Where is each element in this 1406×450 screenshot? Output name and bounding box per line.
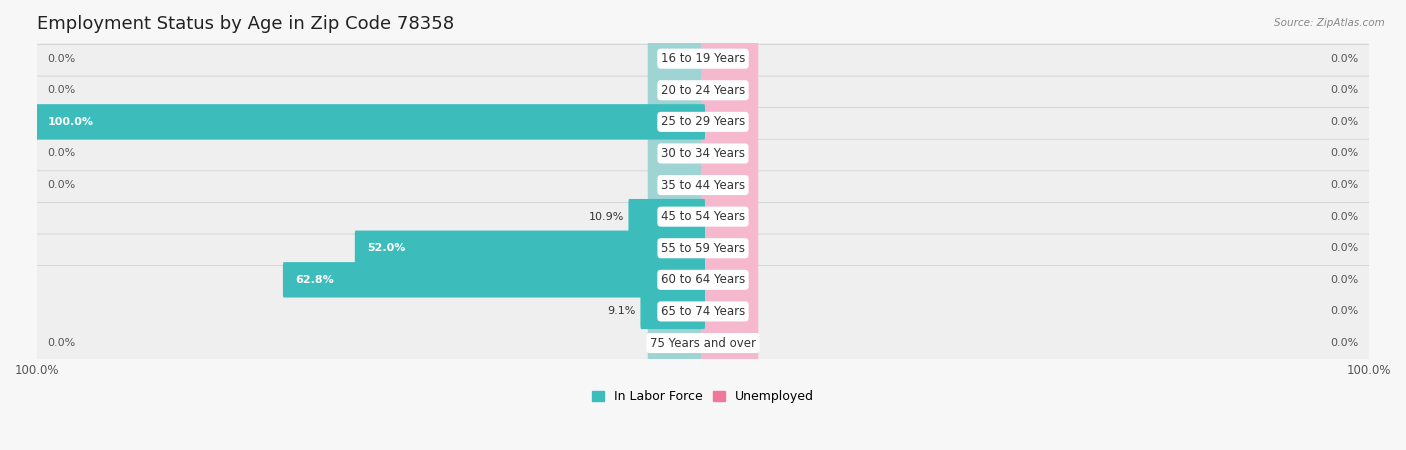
FancyBboxPatch shape — [24, 0, 1382, 136]
FancyBboxPatch shape — [648, 262, 704, 297]
Text: 0.0%: 0.0% — [1330, 180, 1358, 190]
Text: 0.0%: 0.0% — [1330, 54, 1358, 64]
FancyBboxPatch shape — [702, 136, 758, 171]
Text: 0.0%: 0.0% — [1330, 117, 1358, 127]
FancyBboxPatch shape — [702, 294, 758, 329]
Text: 25 to 29 Years: 25 to 29 Years — [661, 115, 745, 128]
Text: 62.8%: 62.8% — [295, 275, 333, 285]
FancyBboxPatch shape — [648, 199, 704, 234]
FancyBboxPatch shape — [648, 294, 704, 329]
Text: 35 to 44 Years: 35 to 44 Years — [661, 179, 745, 192]
FancyBboxPatch shape — [24, 139, 1382, 294]
FancyBboxPatch shape — [628, 199, 704, 234]
FancyBboxPatch shape — [24, 266, 1382, 420]
FancyBboxPatch shape — [702, 72, 758, 108]
Text: Source: ZipAtlas.com: Source: ZipAtlas.com — [1274, 18, 1385, 28]
FancyBboxPatch shape — [648, 167, 704, 203]
Text: 20 to 24 Years: 20 to 24 Years — [661, 84, 745, 97]
FancyBboxPatch shape — [648, 41, 704, 76]
FancyBboxPatch shape — [702, 262, 758, 297]
Text: 0.0%: 0.0% — [48, 338, 76, 348]
Text: 0.0%: 0.0% — [48, 148, 76, 158]
Text: 65 to 74 Years: 65 to 74 Years — [661, 305, 745, 318]
FancyBboxPatch shape — [702, 230, 758, 266]
FancyBboxPatch shape — [648, 72, 704, 108]
Text: 0.0%: 0.0% — [48, 180, 76, 190]
Text: 9.1%: 9.1% — [607, 306, 636, 316]
Text: 55 to 59 Years: 55 to 59 Years — [661, 242, 745, 255]
Text: 0.0%: 0.0% — [1330, 306, 1358, 316]
FancyBboxPatch shape — [648, 104, 704, 140]
Text: 60 to 64 Years: 60 to 64 Years — [661, 273, 745, 286]
Text: 52.0%: 52.0% — [367, 243, 405, 253]
Text: 16 to 19 Years: 16 to 19 Years — [661, 52, 745, 65]
FancyBboxPatch shape — [702, 104, 758, 140]
FancyBboxPatch shape — [24, 45, 1382, 199]
FancyBboxPatch shape — [640, 294, 704, 329]
FancyBboxPatch shape — [24, 202, 1382, 357]
Legend: In Labor Force, Unemployed: In Labor Force, Unemployed — [592, 390, 814, 403]
Text: 30 to 34 Years: 30 to 34 Years — [661, 147, 745, 160]
FancyBboxPatch shape — [24, 13, 1382, 168]
Text: 0.0%: 0.0% — [1330, 86, 1358, 95]
Text: 45 to 54 Years: 45 to 54 Years — [661, 210, 745, 223]
FancyBboxPatch shape — [24, 76, 1382, 231]
FancyBboxPatch shape — [283, 262, 704, 297]
FancyBboxPatch shape — [648, 136, 704, 171]
Text: Employment Status by Age in Zip Code 78358: Employment Status by Age in Zip Code 783… — [37, 15, 454, 33]
Text: 0.0%: 0.0% — [48, 86, 76, 95]
Text: 0.0%: 0.0% — [1330, 338, 1358, 348]
FancyBboxPatch shape — [648, 230, 704, 266]
FancyBboxPatch shape — [35, 104, 704, 140]
Text: 0.0%: 0.0% — [1330, 148, 1358, 158]
Text: 10.9%: 10.9% — [588, 212, 624, 222]
Text: 100.0%: 100.0% — [48, 117, 93, 127]
Text: 0.0%: 0.0% — [1330, 275, 1358, 285]
FancyBboxPatch shape — [648, 325, 704, 361]
Text: 0.0%: 0.0% — [48, 54, 76, 64]
FancyBboxPatch shape — [702, 325, 758, 361]
FancyBboxPatch shape — [702, 41, 758, 76]
Text: 75 Years and over: 75 Years and over — [650, 337, 756, 350]
FancyBboxPatch shape — [24, 234, 1382, 389]
Text: 0.0%: 0.0% — [1330, 212, 1358, 222]
FancyBboxPatch shape — [702, 167, 758, 203]
FancyBboxPatch shape — [354, 230, 704, 266]
FancyBboxPatch shape — [702, 199, 758, 234]
Text: 0.0%: 0.0% — [1330, 243, 1358, 253]
FancyBboxPatch shape — [24, 108, 1382, 262]
FancyBboxPatch shape — [24, 171, 1382, 326]
